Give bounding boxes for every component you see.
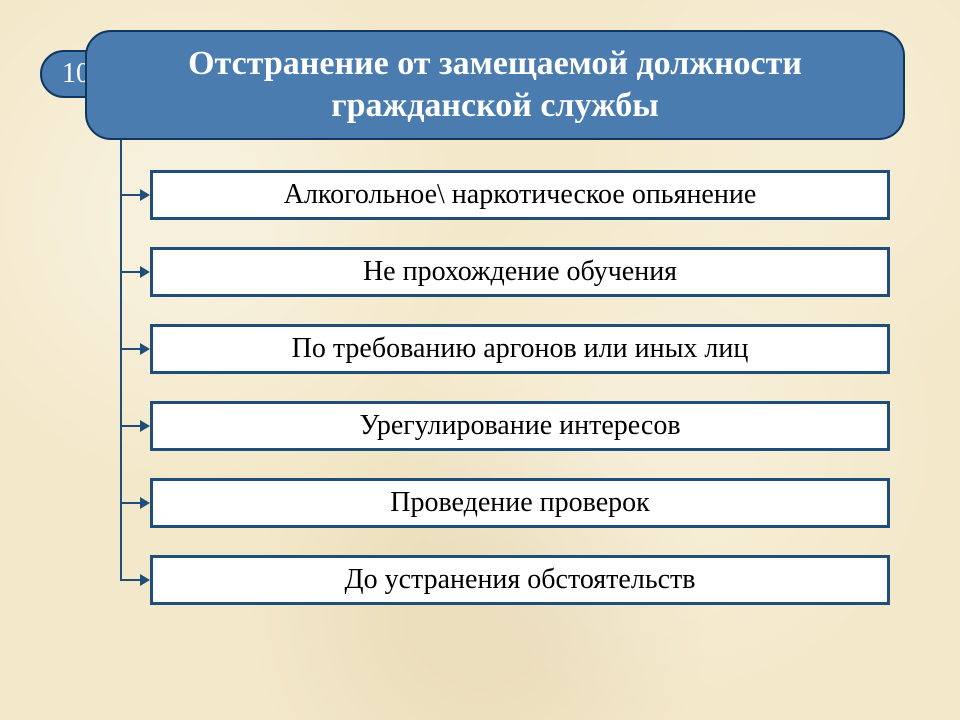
arrow-right-icon bbox=[140, 574, 150, 586]
list-item: Алкогольное\ наркотическое опьянение bbox=[150, 170, 890, 220]
list-item-label: Проведение проверок bbox=[390, 487, 649, 519]
list-item: По требованию аргонов или иных лиц bbox=[150, 324, 890, 374]
list-item-label: Урегулирование интересов bbox=[359, 410, 680, 442]
arrow-right-icon bbox=[140, 343, 150, 355]
list-item: До устранения обстоятельств bbox=[150, 555, 890, 605]
list-item-label: Не прохождение обучения bbox=[363, 256, 677, 288]
arrow-right-icon bbox=[140, 420, 150, 432]
list-item-label: До устранения обстоятельств bbox=[345, 564, 696, 596]
list-item: Урегулирование интересов bbox=[150, 401, 890, 451]
connector-branch bbox=[120, 579, 140, 581]
connector-branch bbox=[120, 271, 140, 273]
list-item-label: По требованию аргонов или иных лиц bbox=[292, 333, 749, 365]
connector-branch bbox=[120, 194, 140, 196]
arrow-right-icon bbox=[140, 266, 150, 278]
list-item: Не прохождение обучения bbox=[150, 247, 890, 297]
slide-canvas: 10 Отстранение от замещаемой должности г… bbox=[0, 0, 960, 720]
connector-trunk bbox=[120, 140, 122, 580]
diagram-title: Отстранение от замещаемой должности граж… bbox=[117, 43, 873, 128]
connector-branch bbox=[120, 502, 140, 504]
connector-branch bbox=[120, 348, 140, 350]
arrow-right-icon bbox=[140, 497, 150, 509]
arrow-right-icon bbox=[140, 189, 150, 201]
connector-branch bbox=[120, 425, 140, 427]
diagram-header: Отстранение от замещаемой должности граж… bbox=[85, 30, 905, 140]
list-item-label: Алкогольное\ наркотическое опьянение bbox=[284, 179, 757, 211]
list-item: Проведение проверок bbox=[150, 478, 890, 528]
